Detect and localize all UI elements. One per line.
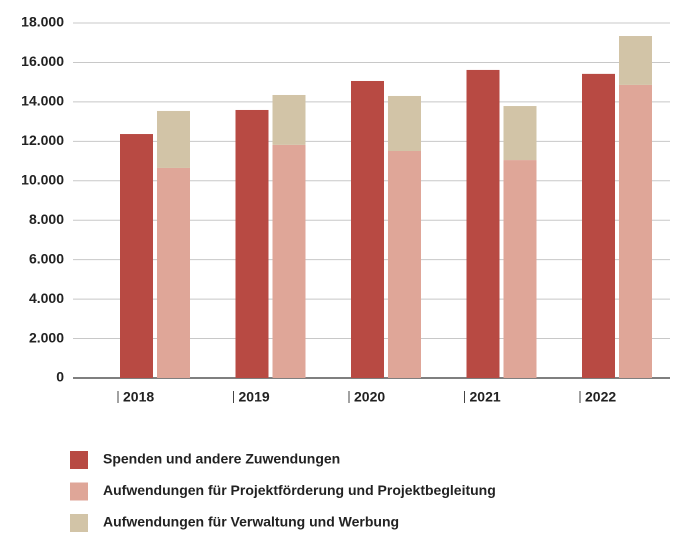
x-tick-label: 2019 xyxy=(239,389,270,405)
bar xyxy=(351,80,384,378)
bar xyxy=(157,167,190,378)
bar xyxy=(582,73,615,378)
legend-swatch xyxy=(70,482,88,501)
y-tick-label: 8.000 xyxy=(29,211,64,227)
bar xyxy=(619,36,652,85)
y-tick-label: 14.000 xyxy=(21,93,64,109)
x-tick-label: 2022 xyxy=(585,389,616,405)
bar xyxy=(272,144,306,378)
legend-label: Aufwendungen für Projektförderung und Pr… xyxy=(103,482,496,498)
y-tick-label: 0 xyxy=(56,369,64,385)
bar xyxy=(235,109,269,378)
y-tick-label: 10.000 xyxy=(21,171,64,187)
x-tick-label: 2020 xyxy=(354,389,385,405)
y-tick-label: 18.000 xyxy=(21,14,64,30)
bar xyxy=(157,110,190,168)
bar xyxy=(466,69,500,378)
bar xyxy=(503,160,537,378)
legend-label: Spenden und andere Zuwendungen xyxy=(103,451,340,467)
y-tick-label: 6.000 xyxy=(29,250,64,266)
legend-swatch xyxy=(70,451,88,469)
y-tick-label: 16.000 xyxy=(21,53,64,69)
x-tick-label: 2018 xyxy=(123,389,154,405)
bar xyxy=(120,134,153,378)
y-tick-label: 12.000 xyxy=(21,132,64,148)
bar xyxy=(503,106,537,161)
y-tick-label: 2.000 xyxy=(29,329,64,345)
bar xyxy=(272,94,306,145)
bar xyxy=(388,95,421,151)
legend-label: Aufwendungen für Verwaltung und Werbung xyxy=(103,514,399,530)
bar xyxy=(619,84,652,378)
legend-swatch xyxy=(70,514,88,532)
y-tick-label: 4.000 xyxy=(29,290,64,306)
x-tick-label: 2021 xyxy=(470,389,501,405)
bar xyxy=(388,150,421,378)
